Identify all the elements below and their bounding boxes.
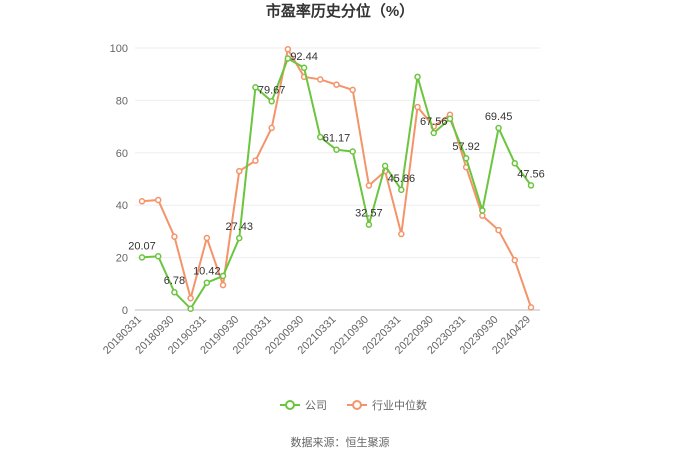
point [527, 304, 535, 311]
point [252, 157, 259, 164]
point [203, 279, 211, 286]
point [154, 253, 162, 260]
data-label: 27.43 [225, 221, 253, 233]
legend-label: 公司 [305, 400, 327, 412]
data-label: 20.07 [128, 240, 156, 252]
point [333, 81, 340, 88]
point [284, 46, 292, 53]
point [171, 288, 178, 296]
y-tick-label: 80 [116, 95, 128, 107]
point [317, 133, 324, 141]
point [479, 207, 486, 214]
point [349, 86, 356, 94]
point [219, 281, 227, 289]
point [511, 256, 519, 264]
legend-item: 公司 [280, 400, 327, 412]
point [333, 146, 340, 153]
y-tick-label: 0 [122, 305, 128, 317]
point [154, 196, 162, 204]
point [219, 272, 227, 280]
point [284, 55, 292, 62]
point [349, 148, 356, 155]
point [268, 98, 275, 105]
point [171, 233, 178, 240]
point [479, 212, 486, 219]
data-label: 10.42 [193, 266, 221, 278]
data-label: 79.67 [258, 84, 286, 96]
y-tick-label: 40 [116, 200, 128, 212]
data-label: 92.44 [290, 51, 318, 63]
legend-marker [285, 400, 295, 410]
point [495, 124, 502, 132]
data-label: 67.56 [420, 116, 448, 128]
legend-marker [352, 400, 362, 410]
point [430, 129, 437, 137]
data-label: 32.57 [355, 208, 383, 220]
y-tick-label: 20 [116, 253, 128, 265]
y-tick-label: 100 [110, 43, 128, 55]
point [300, 64, 308, 72]
point [398, 186, 405, 194]
legend-item: 行业中位数 [347, 398, 427, 412]
point [446, 115, 454, 122]
point [236, 234, 243, 242]
point [495, 226, 502, 234]
point [365, 182, 373, 189]
point [268, 124, 275, 132]
point [203, 234, 211, 242]
data-label: 69.45 [485, 111, 513, 123]
source: 数据来源：恒生聚源 [291, 435, 390, 449]
point [187, 294, 194, 302]
point [138, 254, 146, 261]
point [317, 76, 324, 83]
data-label: 6.78 [164, 275, 185, 287]
point [365, 221, 373, 228]
point [414, 103, 421, 111]
point [527, 182, 535, 189]
data-label: 61.17 [323, 133, 351, 145]
point [187, 305, 194, 312]
point [511, 160, 519, 167]
point [398, 230, 405, 238]
point [462, 154, 470, 162]
data-label: 47.56 [517, 168, 545, 180]
data-label: 57.92 [452, 141, 480, 153]
chart-title: 市盈率历史分位（%） [266, 2, 414, 20]
point [236, 167, 243, 175]
point [138, 198, 146, 205]
y-tick-label: 60 [116, 148, 128, 160]
legend-label: 行业中位数 [372, 398, 427, 412]
point [414, 73, 421, 81]
data-label: 45.86 [388, 173, 416, 185]
point [252, 84, 259, 91]
point [381, 162, 389, 170]
